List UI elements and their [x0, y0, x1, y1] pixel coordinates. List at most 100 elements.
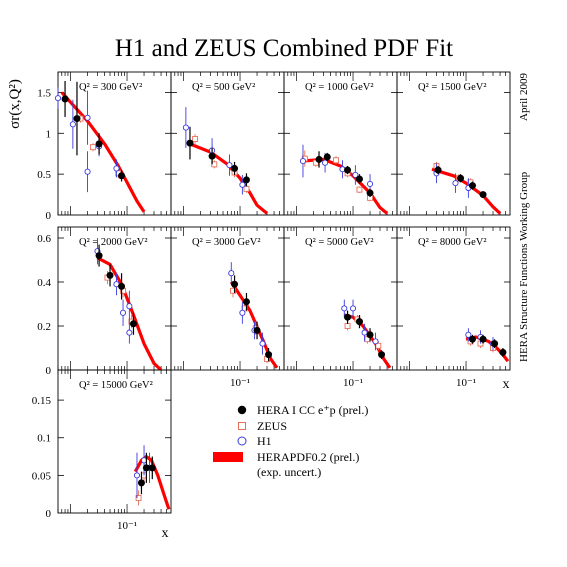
chart-title: H1 and ZEUS Combined PDF Fit	[115, 35, 453, 62]
panel-5: 0.2 0.4 0.6 0 Q² = 2000 GeV²	[37, 226, 172, 377]
panel-3: Q² = 1000 GeV²	[283, 71, 398, 216]
hera-point	[231, 164, 239, 172]
panel-frame	[283, 71, 398, 216]
h1-point	[182, 124, 189, 131]
zeus-point	[230, 287, 236, 294]
zeus-point	[243, 185, 250, 192]
y-tick-label: 1	[46, 128, 52, 140]
h1-point	[113, 165, 120, 172]
zeus-point	[192, 136, 199, 142]
hera-point	[186, 139, 194, 147]
fit-band	[431, 167, 502, 215]
panel-label: Q² = 2000 GeV²	[79, 237, 148, 248]
h1-point	[452, 180, 459, 187]
legend-zeus-marker	[238, 422, 246, 430]
panel-label: Q² = 5000 GeV²	[305, 237, 374, 248]
legend-zeus-label: ZEUS	[257, 419, 287, 433]
panel-label: Q² = 500 GeV²	[192, 82, 255, 93]
h1-point	[239, 181, 246, 188]
h1-point	[126, 329, 133, 336]
h1-point	[465, 331, 472, 338]
y-tick-label: 0.15	[32, 395, 52, 407]
x-tick-label: 10⁻¹	[230, 377, 250, 389]
h1-point	[299, 158, 307, 165]
legend-h1-label: H1	[257, 434, 272, 448]
hera-point	[499, 348, 507, 356]
legend-fit-swatch	[213, 452, 243, 462]
hera-point	[366, 331, 374, 339]
hera-point	[315, 155, 323, 163]
y-tick-label: 0	[46, 365, 52, 377]
panel-7: 10⁻¹ Q² = 5000 GeV²	[283, 226, 398, 389]
y-tick-label: 0	[46, 508, 52, 520]
zeus-point	[135, 494, 142, 501]
panel-label: Q² = 1000 GeV²	[305, 82, 374, 93]
y-tick-label: 0	[46, 210, 52, 222]
y-tick-label: 0.6	[37, 233, 51, 245]
h1-point	[322, 159, 329, 166]
panel-4: Q² = 1500 GeV²	[396, 71, 511, 216]
legend: HERA I CC e⁺p (prel.) ZEUS H1 HERAPDF0.2…	[213, 403, 368, 479]
legend-hera-label: HERA I CC e⁺p (prel.)	[257, 403, 368, 417]
hera-point	[118, 282, 126, 290]
side-text-date: April 2009	[518, 73, 530, 121]
panel-8: 10⁻¹ Q² = 8000 GeV²	[396, 226, 511, 389]
hera-point	[355, 318, 363, 326]
zeus-point	[90, 144, 96, 151]
h1-point	[366, 180, 374, 187]
hera-point	[468, 182, 476, 190]
h1-point	[372, 338, 379, 345]
y-tick-label: 1.5	[37, 87, 51, 99]
h1-point	[69, 121, 76, 128]
hera-point	[253, 326, 261, 334]
panels: 0.5 1 1.5 0 Q² = 300 GeV² Q² = 500 GeV² Q² = 1…	[32, 71, 511, 532]
y-tick-label: 0.2	[37, 321, 51, 333]
x-axis-label-bottom: x	[162, 526, 169, 541]
h1-point	[239, 309, 246, 316]
y-tick-label: 0.05	[32, 470, 52, 482]
hera-point	[366, 189, 374, 197]
hera-point	[242, 298, 250, 306]
h1-point	[361, 329, 368, 336]
fit-band	[187, 141, 269, 215]
panel-6: 10⁻¹ Q² = 3000 GeV²	[170, 226, 285, 389]
hera-point	[242, 176, 250, 184]
h1-point	[259, 340, 266, 347]
hera-point	[118, 172, 126, 180]
hera-point	[344, 313, 352, 321]
hera-point	[208, 152, 216, 160]
hera-point	[479, 191, 487, 199]
h1-point	[84, 114, 91, 121]
x-tick-label: 10⁻¹	[117, 520, 137, 532]
h1-point	[228, 270, 235, 277]
x-tick-label: 10⁻¹	[456, 377, 476, 389]
panel-1: 0.5 1 1.5 0 Q² = 300 GeV²	[37, 71, 172, 222]
hera-point	[265, 351, 273, 359]
y-axis-label: σr(x,Q²)	[7, 79, 23, 129]
zeus-point	[344, 323, 351, 329]
legend-hera-marker	[237, 405, 247, 415]
hera-point	[129, 320, 137, 328]
panel-frame	[57, 226, 172, 371]
side-text-group: HERA Structure Functions Working Group	[518, 171, 530, 362]
h1-point	[133, 472, 141, 479]
hera-point	[468, 335, 476, 343]
hera-point	[344, 166, 352, 174]
legend-h1-marker	[237, 436, 247, 446]
fit-band	[229, 281, 279, 369]
y-tick-label: 0.4	[37, 277, 51, 289]
hera-point	[457, 174, 465, 182]
h1-point	[352, 171, 359, 179]
panel-frame	[57, 71, 172, 216]
h1-point	[349, 305, 357, 312]
hera-point	[95, 140, 103, 148]
hera-point	[137, 479, 145, 487]
hera-point	[73, 115, 81, 123]
hera-point	[434, 166, 442, 174]
h1-point	[126, 303, 133, 310]
h1-point	[341, 305, 348, 312]
fit-band	[60, 91, 146, 213]
hera-point	[491, 340, 499, 348]
zeus-point	[333, 157, 339, 164]
